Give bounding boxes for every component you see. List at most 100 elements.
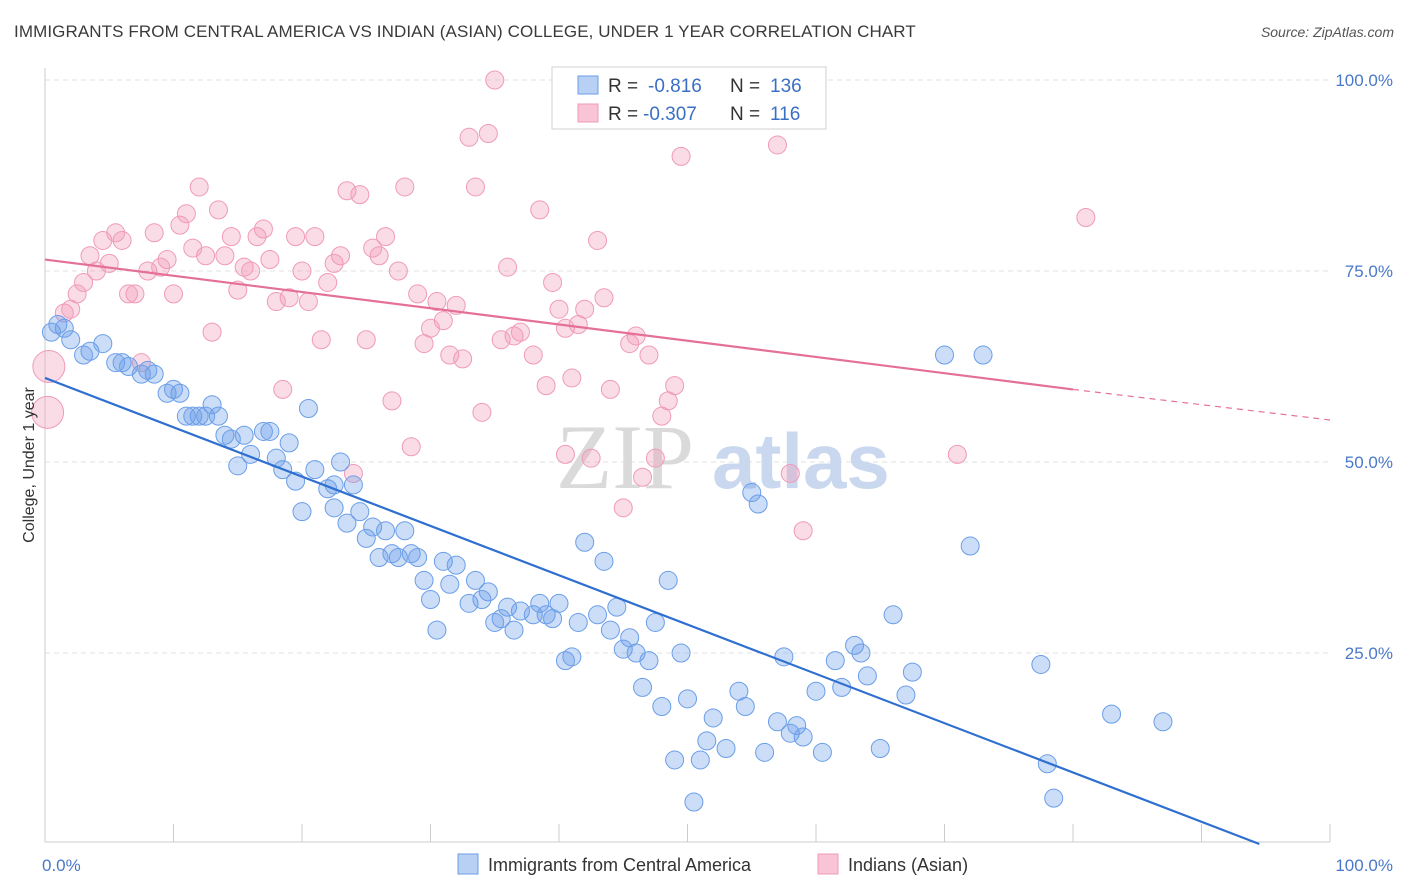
data-point (510, 322, 530, 342)
data-point (575, 532, 595, 552)
data-point (742, 483, 762, 503)
data-point (408, 548, 428, 567)
data-point (620, 334, 640, 354)
data-point (32, 350, 66, 383)
data-point (478, 123, 498, 143)
data-point (382, 391, 402, 411)
series-central-america-points (41, 314, 1173, 812)
data-point (665, 750, 685, 770)
data-point (395, 177, 415, 197)
data-point (748, 494, 768, 514)
data-point (164, 284, 183, 304)
data-point (947, 444, 967, 464)
data-point (363, 238, 383, 258)
legend-swatch-pink (577, 103, 599, 123)
data-point (806, 681, 826, 701)
data-point (594, 288, 614, 308)
data-point (690, 750, 710, 770)
data-point (491, 330, 511, 350)
data-point (793, 727, 813, 747)
y-tick-label: 75.0% (1345, 262, 1393, 281)
data-point (421, 590, 440, 610)
data-point (465, 570, 485, 590)
data-point (363, 517, 383, 537)
data-point (298, 399, 318, 419)
data-point (427, 292, 447, 312)
data-point (433, 311, 453, 331)
data-point (600, 620, 620, 640)
data-point (343, 463, 363, 483)
data-point (170, 383, 190, 403)
data-point (144, 364, 164, 384)
data-point (639, 345, 659, 365)
series-legend: Immigrants from Central America Indians … (457, 853, 968, 875)
data-point (491, 609, 511, 629)
series-legend-label-pink: Indians (Asian) (848, 855, 968, 875)
legend-n-value-pink: 116 (770, 104, 800, 125)
data-point (305, 227, 325, 247)
data-point (234, 425, 254, 445)
data-point (645, 612, 665, 632)
trend-line-central-america (44, 376, 1260, 846)
data-point (350, 502, 370, 522)
data-point (935, 345, 954, 365)
data-point (735, 696, 755, 716)
data-point (337, 181, 357, 201)
data-point (510, 601, 530, 621)
y-axis-label: College, Under 1 year (21, 387, 38, 543)
data-point (767, 135, 787, 155)
data-point (208, 200, 228, 220)
data-point (530, 200, 550, 220)
data-point (221, 227, 241, 247)
data-point (440, 574, 460, 594)
data-point (202, 322, 222, 342)
watermark-zip: ZIP (556, 406, 694, 508)
data-point (356, 528, 376, 548)
data-point (31, 395, 65, 429)
data-point (787, 716, 807, 736)
data-point (202, 395, 222, 415)
data-point (112, 230, 132, 250)
data-point (408, 284, 428, 304)
data-point (318, 272, 338, 292)
data-point (350, 185, 370, 205)
data-point (376, 227, 396, 247)
data-point (331, 452, 351, 472)
legend-r-value-pink: -0.307 (643, 104, 697, 125)
data-point (498, 257, 518, 277)
data-point (1031, 654, 1051, 674)
data-point (119, 284, 139, 304)
data-point (588, 230, 608, 250)
data-point (716, 739, 736, 758)
data-point (208, 406, 228, 426)
data-point (588, 605, 608, 625)
data-point (774, 647, 794, 667)
series-legend-swatch-pink (817, 853, 839, 875)
data-point (260, 250, 280, 270)
data-point (401, 437, 421, 457)
data-point (279, 433, 299, 453)
data-point (581, 448, 601, 468)
trend-lines (44, 258, 1331, 846)
correlation-legend: R = -0.816 N = 136 R = -0.307 N = 116 (551, 66, 827, 130)
data-point (376, 521, 396, 541)
watermark: ZIP atlas (556, 406, 890, 508)
data-point (960, 536, 980, 556)
legend-r-value-blue: -0.816 (648, 76, 702, 97)
data-point (472, 402, 492, 422)
legend-swatch-blue (577, 75, 599, 95)
data-point (851, 643, 871, 663)
legend-r-label-blue: R = (608, 76, 638, 97)
data-point (902, 662, 922, 682)
data-point (324, 253, 344, 273)
data-point (106, 223, 126, 243)
x-tick-label: 100.0% (1335, 856, 1393, 875)
data-point (176, 204, 196, 224)
data-point (170, 215, 190, 235)
data-point (652, 696, 672, 716)
data-point (196, 246, 216, 266)
data-point (253, 421, 273, 441)
data-point (658, 570, 678, 590)
data-point (253, 219, 273, 239)
